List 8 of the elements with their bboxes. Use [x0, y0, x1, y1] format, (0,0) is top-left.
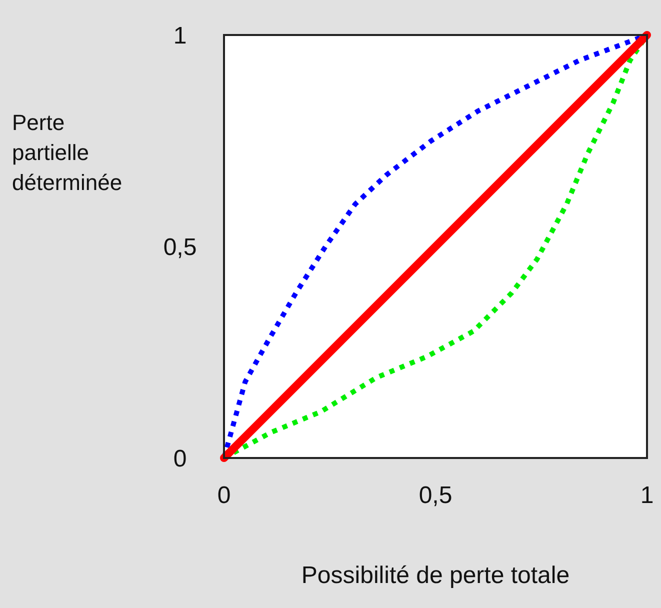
y-tick-label: 0: [173, 445, 187, 472]
x-axis-title: Possibilité de perte totale: [301, 562, 570, 589]
y-tick-label: 1: [173, 22, 187, 50]
x-tick-label: 0,5: [418, 482, 452, 509]
y-tick-label: 0,5: [163, 234, 197, 261]
y-axis-title: Perte partielle déterminée: [12, 110, 122, 195]
x-tick-label: 0: [217, 482, 231, 509]
x-tick-label: 1: [640, 482, 654, 509]
